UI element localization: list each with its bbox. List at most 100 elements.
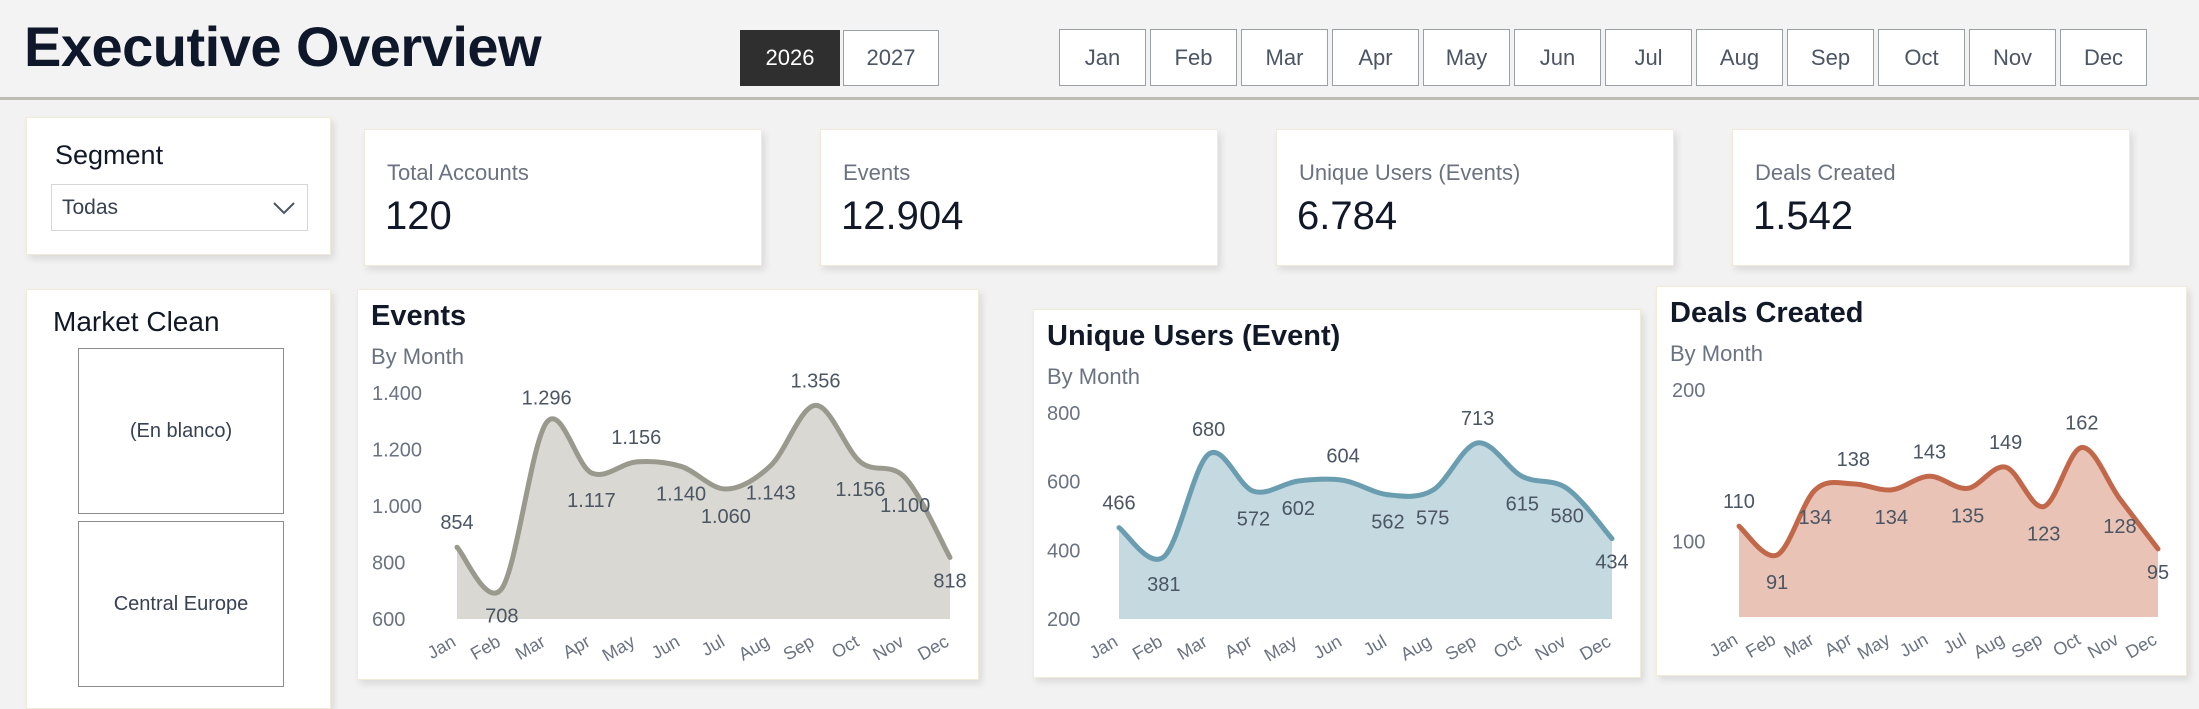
- data-point[interactable]: [2003, 464, 2009, 470]
- y-tick-label: 200: [1672, 380, 1705, 402]
- data-point[interactable]: [2155, 546, 2161, 552]
- data-point[interactable]: [1564, 486, 1570, 492]
- data-point[interactable]: [1850, 481, 1856, 487]
- data-point[interactable]: [1340, 477, 1346, 483]
- data-point[interactable]: [857, 459, 863, 465]
- x-tick-label: Aug: [1970, 629, 2008, 662]
- market-item-blank[interactable]: (En blanco): [78, 348, 284, 514]
- x-tick-label: Mar: [1780, 629, 1817, 662]
- data-point[interactable]: [2117, 496, 2123, 502]
- month-button-sep[interactable]: Sep: [1787, 29, 1874, 86]
- data-point[interactable]: [544, 419, 550, 425]
- chart-title: Deals Created: [1670, 297, 1864, 329]
- data-label: 135: [1951, 505, 1984, 527]
- data-point[interactable]: [813, 402, 819, 408]
- month-button-jun[interactable]: Jun: [1514, 29, 1601, 86]
- x-tick-label: Mar: [1174, 631, 1211, 664]
- data-label: 1.140: [656, 483, 706, 505]
- data-point[interactable]: [588, 470, 594, 476]
- x-tick-label: Dec: [914, 631, 952, 664]
- segment-dropdown[interactable]: Todas: [51, 184, 308, 231]
- x-tick-label: Jan: [424, 631, 459, 663]
- data-point[interactable]: [2041, 504, 2047, 510]
- month-button-feb[interactable]: Feb: [1150, 29, 1237, 86]
- data-point[interactable]: [902, 475, 908, 481]
- x-tick-label: May: [1854, 629, 1893, 663]
- data-label: 91: [1766, 572, 1788, 594]
- kpi-label: Events: [843, 160, 911, 185]
- events-chart-card: Events By Month 1.400 1.200 1.000 800 600 854…: [357, 289, 979, 680]
- data-point[interactable]: [1519, 474, 1525, 480]
- x-tick-label: Jun: [648, 631, 683, 663]
- month-button-may[interactable]: May: [1423, 29, 1510, 86]
- x-tick-label: Nov: [869, 631, 907, 664]
- chart-title: Events: [371, 300, 467, 332]
- series-area: [457, 405, 950, 619]
- data-point[interactable]: [1385, 492, 1391, 498]
- data-label: 1.143: [746, 483, 796, 505]
- data-point[interactable]: [1736, 523, 1742, 529]
- kpi-card-unique-users: Unique Users (Events) 6.784: [1276, 129, 1674, 266]
- data-label: 713: [1461, 408, 1494, 430]
- year-button-2027[interactable]: 2027: [843, 30, 939, 86]
- y-tick-label: 1.400: [372, 383, 422, 405]
- series-line: [1736, 445, 2161, 559]
- data-label: 110: [1723, 491, 1755, 513]
- month-button-aug[interactable]: Aug: [1696, 29, 1783, 86]
- data-point[interactable]: [1888, 487, 1894, 493]
- segment-label: Segment: [55, 140, 164, 170]
- data-label: 134: [1875, 507, 1908, 529]
- month-button-dec[interactable]: Dec: [2060, 29, 2147, 86]
- series-area: [1119, 442, 1612, 619]
- data-point[interactable]: [1812, 487, 1818, 493]
- data-point[interactable]: [454, 544, 460, 550]
- data-point[interactable]: [1926, 473, 1932, 479]
- x-tick-label: Oct: [828, 631, 862, 662]
- data-point[interactable]: [1609, 536, 1615, 542]
- kpi-value: 1.542: [1753, 194, 1854, 238]
- data-point[interactable]: [1206, 451, 1212, 457]
- data-point[interactable]: [1161, 554, 1167, 560]
- data-point[interactable]: [2079, 445, 2085, 451]
- data-point[interactable]: [1430, 487, 1436, 493]
- x-tick-label: Dec: [2122, 629, 2160, 662]
- month-button-oct[interactable]: Oct: [1878, 29, 1965, 86]
- month-button-nov[interactable]: Nov: [1969, 29, 2056, 86]
- data-point[interactable]: [1475, 440, 1481, 446]
- data-label: 708: [485, 605, 518, 627]
- data-label: 162: [2065, 413, 2098, 435]
- y-tick-label: 600: [372, 609, 405, 631]
- data-point[interactable]: [1774, 552, 1780, 558]
- market-slicer: Market Clean (En blanco) Central Europe: [26, 289, 331, 709]
- year-button-2026[interactable]: 2026: [740, 30, 840, 86]
- data-label: 1.156: [611, 427, 661, 449]
- month-button-apr[interactable]: Apr: [1332, 29, 1419, 86]
- kpi-value: 6.784: [1297, 194, 1398, 238]
- market-item-central-europe[interactable]: Central Europe: [78, 521, 284, 687]
- x-tick-label: Oct: [1490, 631, 1524, 662]
- data-point[interactable]: [723, 486, 729, 492]
- data-label: 95: [2147, 562, 2169, 584]
- month-button-mar[interactable]: Mar: [1241, 29, 1328, 86]
- x-tick-label: Sep: [2008, 629, 2046, 662]
- data-label: 381: [1147, 574, 1180, 596]
- x-tick-label: Mar: [512, 631, 549, 664]
- data-point[interactable]: [1965, 485, 1971, 491]
- month-button-jan[interactable]: Jan: [1059, 29, 1146, 86]
- data-point[interactable]: [678, 463, 684, 469]
- data-point[interactable]: [633, 459, 639, 465]
- data-point[interactable]: [768, 463, 774, 469]
- data-point[interactable]: [499, 585, 505, 591]
- x-tick-label: Jun: [1896, 629, 1931, 661]
- data-label: 134: [1798, 507, 1831, 529]
- data-point[interactable]: [1116, 525, 1122, 531]
- data-point[interactable]: [1250, 488, 1256, 494]
- data-label: 466: [1102, 493, 1135, 515]
- data-label: 604: [1326, 445, 1359, 467]
- data-point[interactable]: [1295, 478, 1301, 484]
- data-label: 143: [1913, 441, 1946, 463]
- series-line: [454, 402, 953, 596]
- x-tick-label: Dec: [1576, 631, 1614, 664]
- month-button-jul[interactable]: Jul: [1605, 29, 1692, 86]
- data-point[interactable]: [947, 554, 953, 560]
